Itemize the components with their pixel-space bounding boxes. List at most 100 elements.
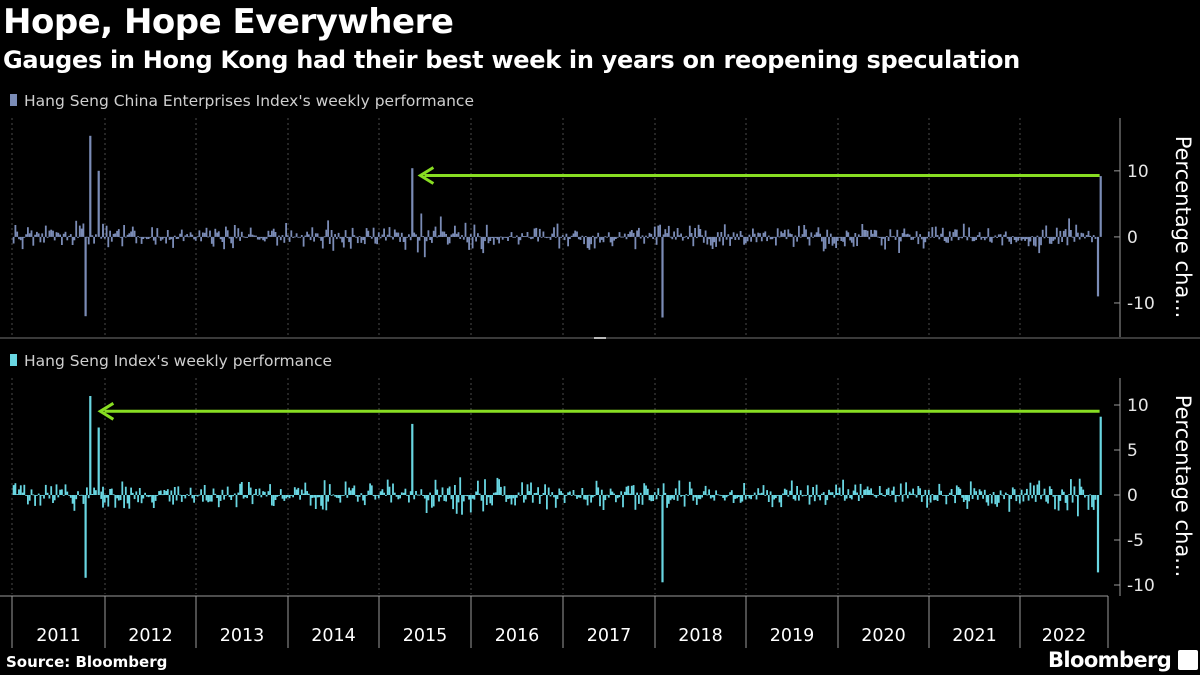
weekly-bar — [325, 229, 328, 237]
weekly-bar — [730, 490, 733, 495]
weekly-bar — [61, 236, 63, 245]
weekly-bar — [172, 495, 174, 505]
weekly-bar — [961, 495, 963, 498]
weekly-bar — [1004, 231, 1007, 237]
weekly-bar — [304, 482, 307, 495]
weekly-bar — [1073, 486, 1076, 495]
weekly-bar — [683, 495, 686, 507]
weekly-bar — [798, 495, 800, 501]
weekly-bar — [242, 495, 245, 499]
weekly-bar — [116, 230, 118, 237]
weekly-bar — [845, 230, 848, 237]
weekly-bar — [625, 486, 628, 495]
weekly-bar — [789, 490, 791, 495]
weekly-bar — [785, 489, 788, 495]
weekly-bar — [866, 486, 869, 495]
chart-title: Hope, Hope Everywhere — [3, 2, 454, 42]
weekly-bar — [489, 495, 492, 504]
weekly-bar — [773, 495, 775, 500]
weekly-bar — [885, 236, 888, 237]
weekly-bar — [915, 231, 918, 237]
weekly-bar — [685, 235, 688, 237]
weekly-bar — [130, 231, 132, 237]
weekly-bar — [1087, 495, 1090, 510]
weekly-bar — [161, 236, 164, 240]
weekly-bar — [269, 235, 271, 237]
weekly-bar — [491, 236, 493, 239]
weekly-bar — [941, 227, 944, 237]
weekly-bar — [363, 495, 366, 506]
weekly-bar — [416, 494, 419, 496]
weekly-bar — [349, 490, 352, 495]
weekly-bar — [570, 495, 573, 496]
weekly-bar — [945, 495, 948, 505]
weekly-bar — [521, 482, 523, 495]
weekly-bar — [256, 495, 259, 496]
weekly-bar — [320, 495, 322, 506]
weekly-bar — [377, 495, 380, 499]
weekly-bar — [1068, 494, 1070, 495]
weekly-bar — [641, 235, 644, 237]
weekly-bar — [801, 495, 804, 497]
weekly-bar — [34, 495, 36, 506]
weekly-bar — [588, 236, 591, 250]
weekly-bar — [650, 495, 653, 502]
weekly-bar — [205, 227, 208, 237]
weekly-bar — [313, 495, 315, 498]
weekly-bar — [905, 482, 907, 495]
weekly-bar — [189, 232, 192, 237]
weekly-bar — [445, 234, 447, 237]
weekly-bar — [36, 495, 38, 496]
weekly-bar — [723, 495, 726, 501]
weekly-bar — [646, 488, 649, 495]
weekly-bar — [496, 236, 499, 240]
weekly-bar — [362, 236, 364, 241]
weekly-bar — [859, 236, 862, 237]
weekly-bar — [279, 489, 282, 495]
weekly-bar — [579, 236, 582, 240]
weekly-bar — [370, 236, 373, 239]
weekly-bar — [755, 495, 758, 500]
weekly-bar — [941, 495, 944, 496]
weekly-bar — [53, 495, 56, 501]
weekly-bar — [574, 494, 577, 496]
x-tick-label-2018: 2018 — [678, 626, 723, 646]
x-tick-label-2011: 2011 — [36, 626, 81, 646]
weekly-bar-notable — [411, 423, 414, 495]
weekly-bar — [161, 494, 164, 496]
weekly-bar — [446, 488, 449, 495]
weekly-bar — [514, 236, 516, 238]
weekly-bar — [1075, 495, 1078, 497]
weekly-bar — [538, 228, 541, 237]
weekly-bar — [128, 233, 131, 237]
weekly-bar — [766, 490, 768, 495]
weekly-bar — [469, 495, 472, 513]
weekly-bar — [142, 236, 145, 239]
weekly-bar — [276, 236, 279, 246]
weekly-bar — [584, 495, 587, 500]
weekly-bar — [767, 495, 770, 502]
weekly-bar — [351, 227, 354, 237]
weekly-bar — [723, 224, 726, 237]
weekly-bar — [630, 485, 633, 495]
weekly-bar — [952, 232, 955, 237]
weekly-bar — [622, 236, 624, 238]
weekly-bar — [796, 486, 798, 495]
weekly-bar — [64, 231, 67, 237]
weekly-bar — [240, 231, 243, 237]
weekly-bar — [790, 234, 793, 237]
weekly-bar — [613, 236, 615, 241]
weekly-bar — [179, 494, 181, 496]
weekly-bar — [1026, 236, 1028, 240]
weekly-bar — [629, 493, 631, 495]
weekly-bar — [655, 495, 658, 500]
weekly-bar — [133, 495, 136, 500]
weekly-bar — [778, 236, 781, 238]
weekly-bar — [1085, 495, 1088, 496]
weekly-bar — [952, 495, 955, 496]
weekly-bar — [1048, 486, 1051, 495]
weekly-bar — [1082, 233, 1085, 237]
weekly-bar — [699, 495, 702, 500]
weekly-bar — [744, 236, 747, 244]
weekly-bar — [196, 236, 199, 238]
